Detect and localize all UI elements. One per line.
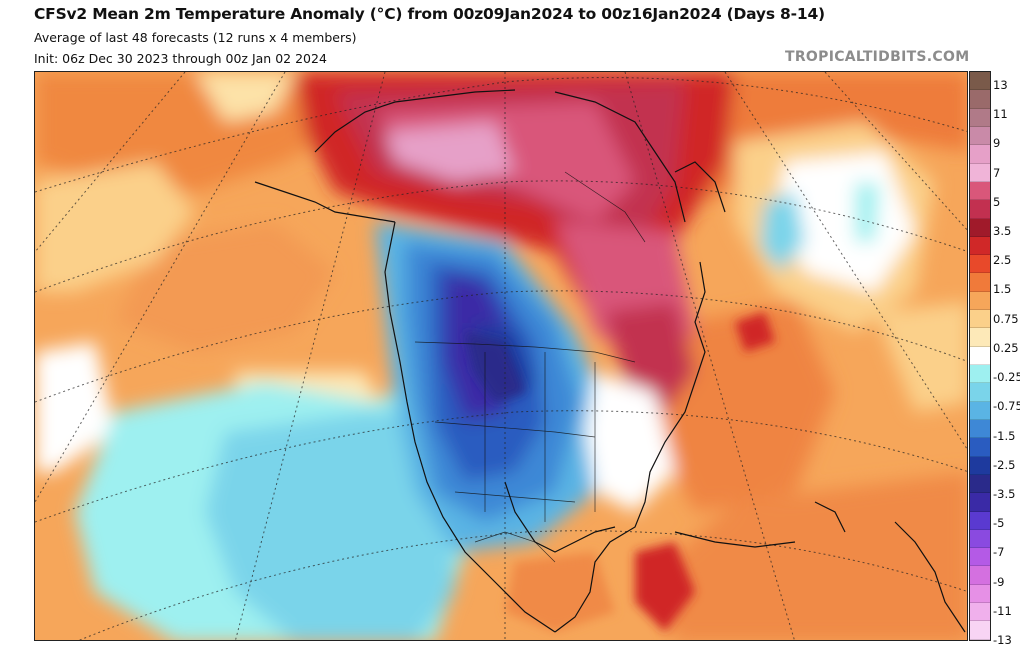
anomaly-field-detail — [465, 312, 775, 632]
init-time: Init: 06z Dec 30 2023 through 00z Jan 02… — [34, 51, 327, 66]
colorbar-tick-label: -0.25 — [993, 370, 1020, 385]
colorbar-swatch — [970, 126, 990, 146]
colorbar-swatch — [970, 548, 990, 567]
colorbar-swatch — [970, 181, 990, 201]
colorbar-swatch — [970, 529, 990, 549]
colorbar-swatch — [970, 603, 990, 622]
colorbar-swatch — [970, 456, 990, 475]
anomaly-field — [35, 72, 967, 640]
colorbar-swatch — [970, 438, 990, 457]
colorbar-tick-label: -7 — [993, 545, 1005, 560]
chart-title: CFSv2 Mean 2m Temperature Anomaly (°C) f… — [34, 5, 825, 23]
source-credit: TROPICALTIDBITS.COM — [785, 49, 970, 65]
chart-subtitle: Average of last 48 forecasts (12 runs x … — [34, 30, 357, 45]
colorbar-tick-label: -0.75 — [993, 399, 1020, 414]
colorbar-swatch — [970, 584, 990, 604]
colorbar-swatch — [970, 621, 990, 640]
colorbar-tick-label: 0.75 — [993, 311, 1019, 326]
colorbar-swatch — [970, 419, 990, 439]
colorbar-swatch — [970, 145, 990, 164]
colorbar-tick-label: -9 — [993, 574, 1005, 589]
colorbar-swatch — [970, 90, 990, 109]
colorbar-swatch — [970, 310, 990, 329]
colorbar-swatch — [970, 493, 990, 512]
colorbar-swatch — [970, 401, 990, 420]
colorbar-swatch — [970, 218, 990, 237]
colorbar-swatch — [970, 273, 990, 292]
colorbar-tick-label: 9 — [993, 136, 1001, 151]
colorbar-swatch — [970, 328, 990, 347]
colorbar-tick-label: -5 — [993, 516, 1005, 531]
colorbar-tick-label: -13 — [993, 633, 1012, 647]
temperature-anomaly-map — [34, 71, 968, 641]
colorbar-swatch — [970, 474, 990, 494]
colorbar-swatch — [970, 72, 990, 91]
colorbar-tick-label: 0.25 — [993, 340, 1019, 355]
colorbar-tick-label: 1.5 — [993, 282, 1012, 297]
colorbar-swatch — [970, 108, 990, 127]
colorbar-tick-label: 11 — [993, 107, 1008, 122]
colorbar-swatch — [970, 200, 990, 219]
colorbar-swatch — [970, 383, 990, 402]
colorbar-tick-label: -3.5 — [993, 486, 1016, 501]
colorbar-tick-label: 7 — [993, 165, 1001, 180]
graticule — [35, 72, 967, 640]
colorbar-tick-label: -11 — [993, 603, 1012, 618]
colorbar-swatch — [970, 346, 990, 365]
colorbar-swatch — [970, 365, 990, 384]
colorbar-swatch — [970, 163, 990, 182]
colorbar-swatch — [970, 511, 990, 530]
borders — [414, 171, 646, 563]
colorbar — [969, 71, 991, 641]
colorbar-swatch — [970, 291, 990, 311]
colorbar-tick-label: -1.5 — [993, 428, 1016, 443]
colorbar-swatch — [970, 566, 990, 585]
colorbar-swatch — [970, 255, 990, 274]
colorbar-tick-label: 13 — [993, 78, 1008, 92]
colorbar-tick-label: -2.5 — [993, 457, 1016, 472]
colorbar-tick-label: 5 — [993, 194, 1001, 209]
coastlines — [254, 89, 966, 633]
colorbar-tick-label: 2.5 — [993, 253, 1012, 268]
colorbar-tick-label: 3.5 — [993, 224, 1012, 239]
colorbar-swatch — [970, 236, 990, 256]
